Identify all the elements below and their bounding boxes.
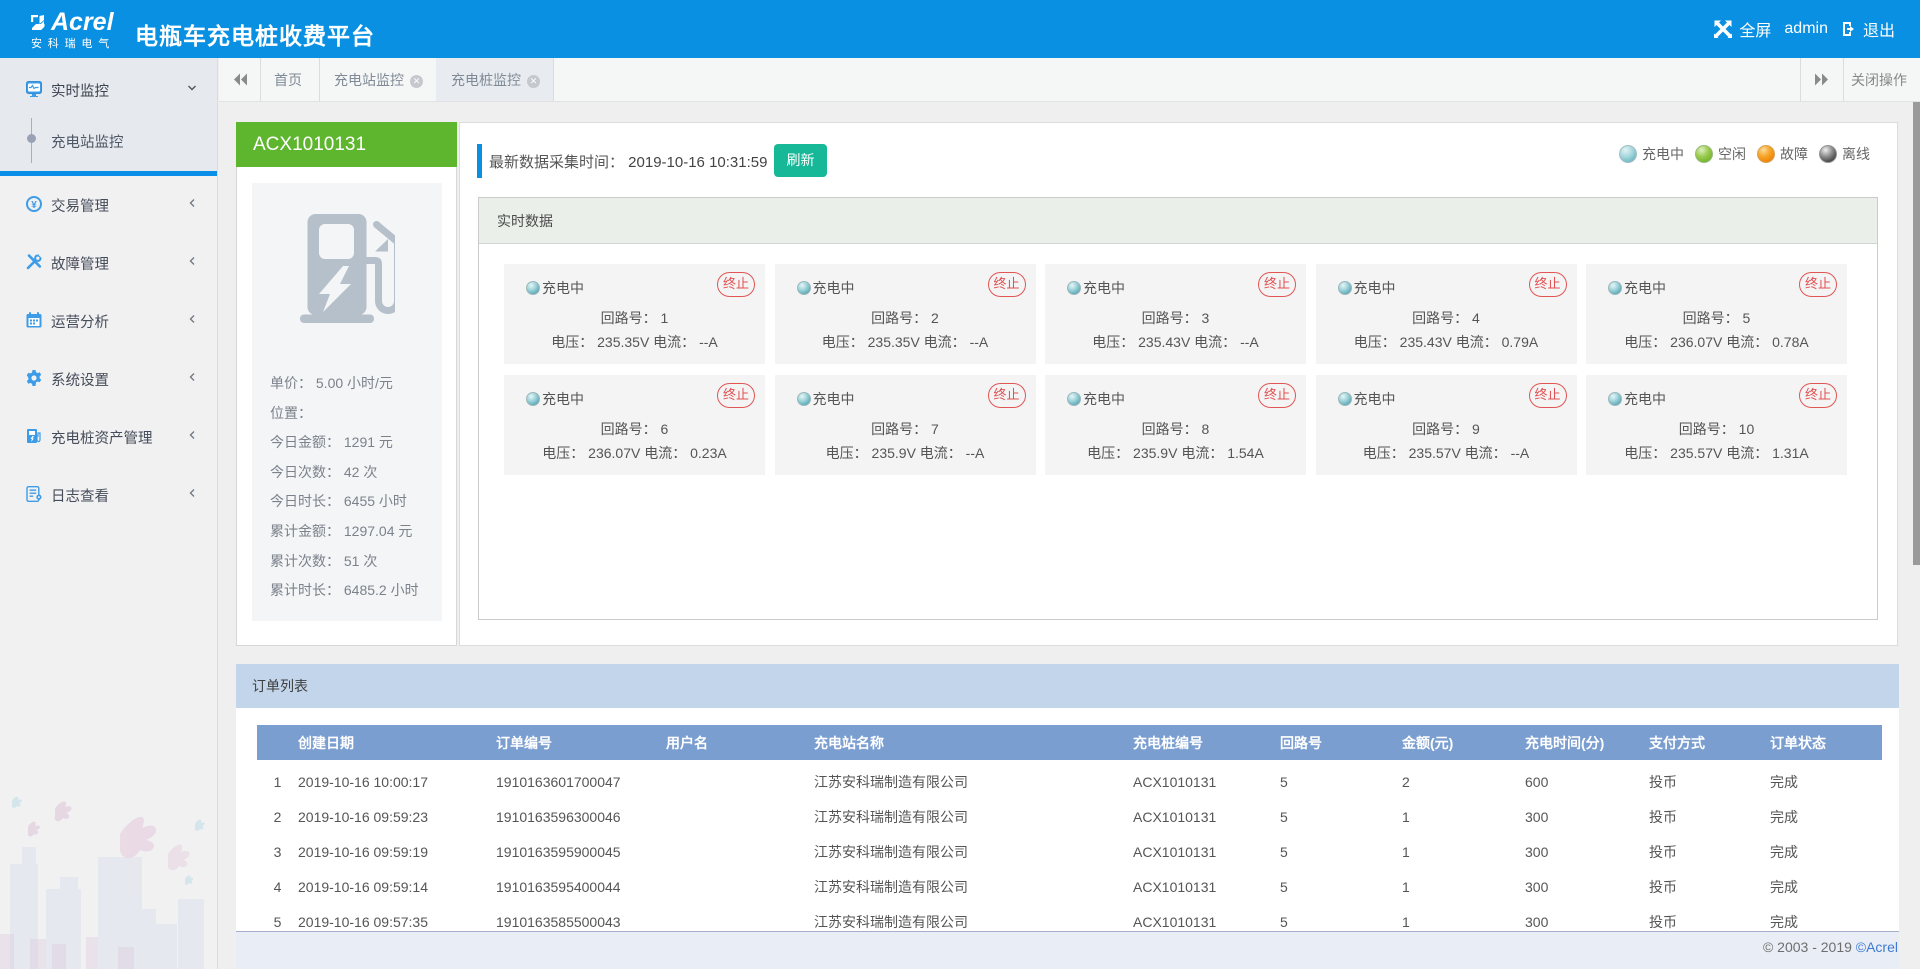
svg-text:¥: ¥	[31, 200, 37, 211]
